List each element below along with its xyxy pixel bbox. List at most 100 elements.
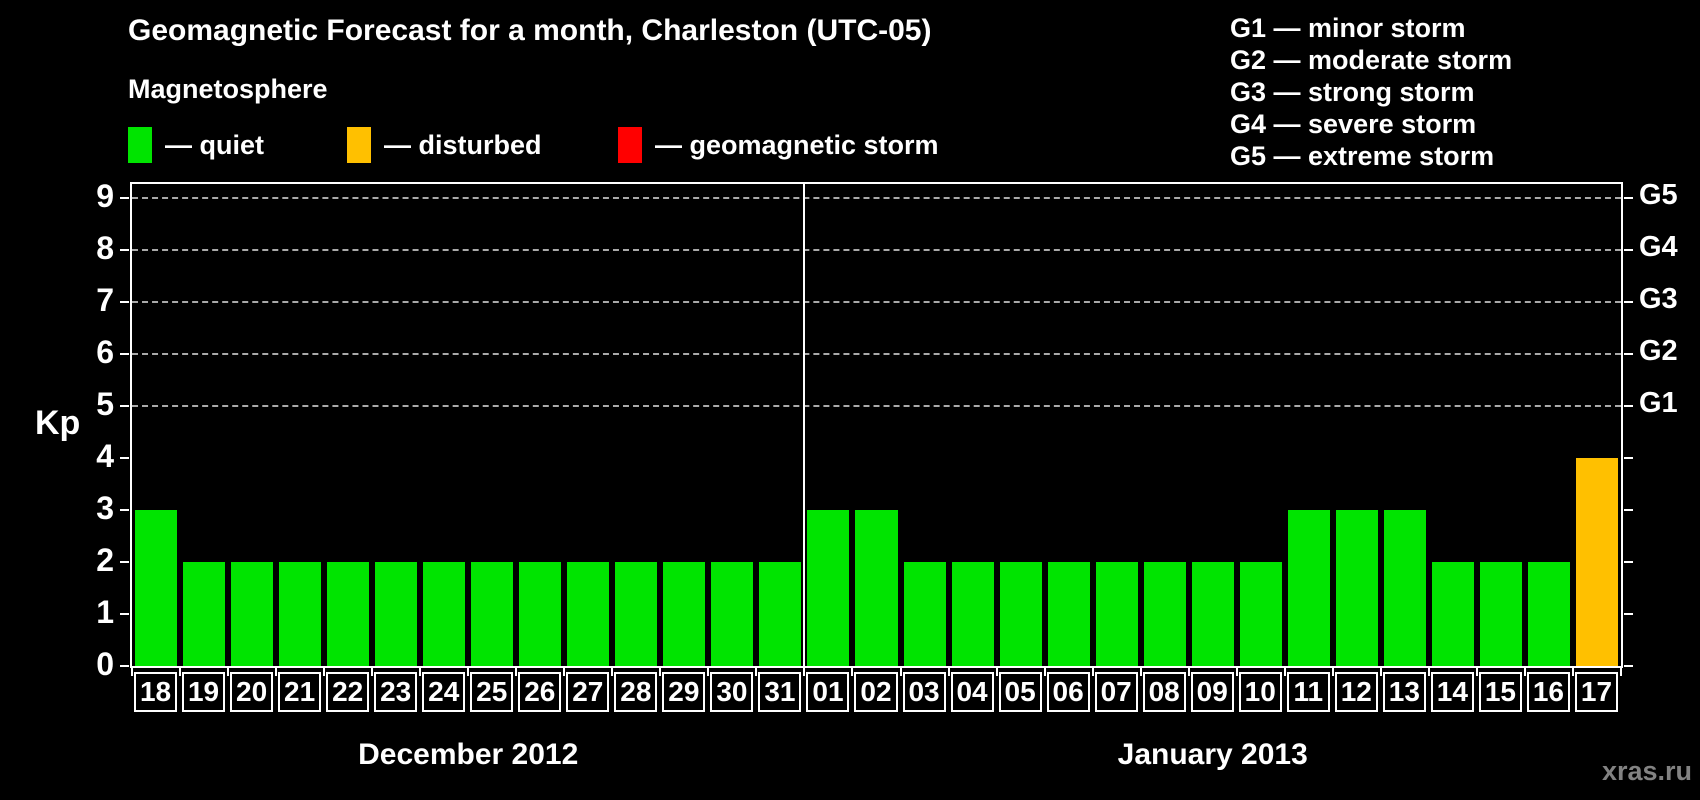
bar-day-20	[231, 562, 274, 666]
y-tick-label: 6	[96, 334, 114, 370]
y-tick-label: 4	[96, 438, 114, 474]
day-label-29: 29	[662, 672, 706, 712]
storm-scale-line: G5 — extreme storm	[1230, 141, 1495, 171]
y-tick-right	[1624, 353, 1633, 355]
x-boundary-tick	[755, 668, 758, 676]
day-label-23: 23	[374, 672, 418, 712]
y-tick-label: 7	[96, 282, 114, 318]
bar-day-23	[375, 562, 418, 666]
day-label-16: 16	[1526, 672, 1570, 712]
bar-day-18	[135, 510, 178, 666]
legend-label-disturbed: — disturbed	[384, 130, 542, 160]
x-boundary-tick	[1043, 668, 1046, 676]
bar-day-02	[855, 510, 898, 666]
bar-day-15	[1479, 562, 1522, 666]
gridline-kp-6	[132, 353, 1621, 355]
month-divider	[803, 184, 806, 666]
bar-day-27	[567, 562, 610, 666]
bar-day-28	[615, 562, 658, 666]
plot-area	[130, 182, 1623, 668]
x-boundary-tick	[851, 668, 854, 676]
day-label-25: 25	[470, 672, 514, 712]
day-label-03: 03	[902, 672, 946, 712]
y-tick-label: 3	[96, 490, 114, 526]
x-boundary-tick	[1235, 668, 1238, 676]
x-boundary-tick	[1331, 668, 1334, 676]
right-axis-label-G3: G3	[1639, 283, 1678, 315]
day-label-10: 10	[1238, 672, 1282, 712]
day-label-24: 24	[422, 672, 466, 712]
day-label-26: 26	[518, 672, 562, 712]
bar-day-16	[1527, 562, 1570, 666]
y-tick-right	[1624, 561, 1633, 563]
right-axis-label-G1: G1	[1639, 387, 1678, 419]
x-boundary-tick	[1187, 668, 1190, 676]
y-tick-left	[120, 665, 129, 667]
gridline-kp-7	[132, 301, 1621, 303]
bar-day-06	[1047, 562, 1090, 666]
day-label-21: 21	[278, 672, 322, 712]
bar-day-21	[279, 562, 322, 666]
bar-day-05	[999, 562, 1042, 666]
bar-day-04	[951, 562, 994, 666]
day-label-07: 07	[1094, 672, 1138, 712]
right-axis-label-G2: G2	[1639, 335, 1678, 367]
day-label-30: 30	[710, 672, 754, 712]
bar-day-24	[423, 562, 466, 666]
quiet-swatch	[128, 127, 152, 163]
y-tick-right	[1624, 197, 1633, 199]
x-boundary-tick	[803, 668, 806, 676]
storm-scale-line: G2 — moderate storm	[1230, 45, 1513, 75]
legend-item-storm: — geomagnetic storm	[618, 127, 939, 163]
y-tick-right	[1624, 665, 1633, 667]
x-boundary-tick	[419, 668, 422, 676]
bar-day-30	[711, 562, 754, 666]
disturbed-swatch	[347, 127, 371, 163]
month-label: December 2012	[358, 738, 579, 771]
x-boundary-tick	[1523, 668, 1526, 676]
y-tick-label: 5	[96, 386, 114, 422]
bar-day-25	[471, 562, 514, 666]
x-boundary-tick	[947, 668, 950, 676]
watermark: xras.ru	[1601, 756, 1692, 786]
y-tick-right	[1624, 613, 1633, 615]
y-tick-right	[1624, 249, 1633, 251]
day-label-31: 31	[758, 672, 802, 712]
y-tick-right	[1624, 301, 1633, 303]
x-boundary-tick	[1379, 668, 1382, 676]
y-axis-title: Kp	[35, 404, 81, 442]
storm-scale-line: G3 — strong storm	[1230, 77, 1475, 107]
y-tick-left	[120, 561, 129, 563]
y-tick-left	[120, 301, 129, 303]
day-label-18: 18	[134, 672, 178, 712]
legend-label-quiet: — quiet	[165, 130, 264, 160]
bar-day-12	[1335, 510, 1378, 666]
y-tick-label: 8	[96, 230, 114, 266]
y-tick-left	[120, 249, 129, 251]
x-boundary-tick	[515, 668, 518, 676]
chart: Kp 0 1 2 3 4 5 6 7 8 9 G1 G2 G3 G4 G5 18 19 20 21 22 23 24 25 2…	[35, 178, 1678, 771]
day-label-28: 28	[614, 672, 658, 712]
day-label-20: 20	[230, 672, 274, 712]
legend-item-quiet: — quiet	[128, 127, 264, 163]
bar-day-10	[1239, 562, 1282, 666]
day-label-05: 05	[998, 672, 1042, 712]
bar-day-01	[807, 510, 850, 666]
bar-day-14	[1431, 562, 1474, 666]
x-boundary-tick	[1620, 668, 1622, 676]
day-label-15: 15	[1478, 672, 1522, 712]
x-boundary-tick	[1139, 668, 1142, 676]
x-boundary-tick	[323, 668, 326, 676]
x-boundary-tick	[275, 668, 278, 676]
bar-day-22	[327, 562, 370, 666]
x-boundary-tick	[467, 668, 470, 676]
bar-day-29	[663, 562, 706, 666]
y-tick-label: 1	[96, 594, 114, 630]
y-tick-left	[120, 613, 129, 615]
x-boundary-tick	[899, 668, 902, 676]
bar-day-03	[903, 562, 946, 666]
y-tick-label: 9	[96, 178, 114, 214]
day-label-09: 09	[1190, 672, 1234, 712]
legend-item-disturbed: — disturbed	[347, 127, 542, 163]
gridline-kp-9	[132, 197, 1621, 199]
